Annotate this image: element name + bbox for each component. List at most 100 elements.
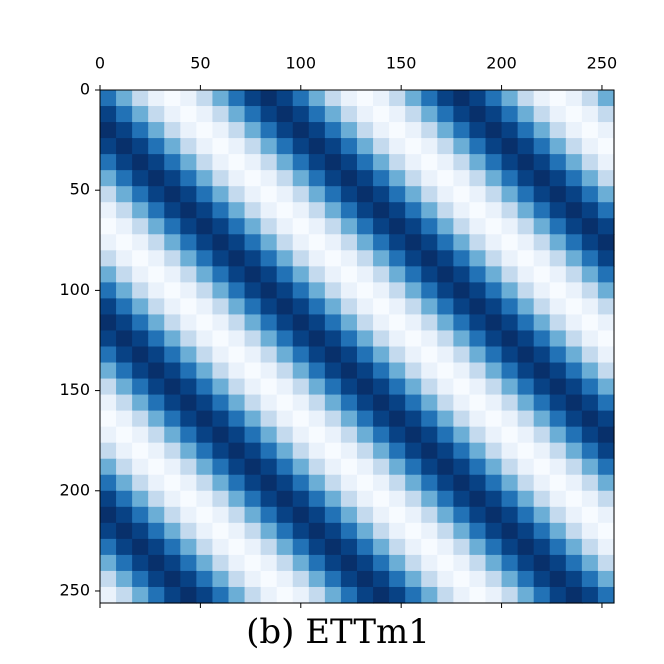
- heatmap-cell: [196, 106, 214, 123]
- heatmap-cell: [244, 442, 262, 460]
- heatmap-cell: [357, 330, 374, 348]
- heatmap-cell: [485, 442, 503, 460]
- heatmap-cell: [276, 410, 294, 428]
- heatmap-cell: [453, 474, 471, 492]
- heatmap-cell: [180, 490, 197, 508]
- heatmap-cell: [340, 458, 358, 476]
- heatmap-cell: [308, 442, 326, 460]
- heatmap-cell: [565, 522, 583, 540]
- heatmap-cell: [453, 506, 471, 524]
- heatmap-cell: [148, 234, 165, 251]
- heatmap-cell: [164, 538, 181, 556]
- heatmap-cell: [164, 490, 181, 508]
- heatmap-cell: [485, 458, 503, 476]
- heatmap-cell: [340, 394, 358, 412]
- heatmap-cell: [373, 410, 390, 428]
- heatmap-cell: [196, 362, 214, 380]
- heatmap-cell: [517, 570, 535, 588]
- heatmap-cell: [132, 202, 149, 219]
- heatmap-cell: [116, 154, 133, 171]
- heatmap-cell: [501, 554, 519, 572]
- heatmap-cell: [389, 154, 406, 171]
- heatmap-cell: [389, 250, 406, 267]
- heatmap-cell: [517, 586, 535, 604]
- heatmap-cell: [308, 378, 326, 396]
- heatmap-cell: [469, 474, 487, 492]
- heatmap-cell: [421, 570, 438, 588]
- heatmap-cell: [292, 202, 310, 219]
- heatmap-cell: [533, 410, 551, 428]
- heatmap-cell: [533, 250, 551, 267]
- heatmap-cell: [324, 234, 342, 251]
- heatmap-cell: [324, 442, 342, 460]
- heatmap-cell: [212, 330, 230, 348]
- heatmap-cell: [212, 522, 230, 540]
- heatmap-cell: [469, 218, 487, 235]
- heatmap-cell: [212, 122, 230, 139]
- heatmap-cell: [437, 554, 454, 572]
- heatmap-cell: [581, 426, 599, 444]
- heatmap-cell: [549, 234, 567, 251]
- heatmap-cell: [100, 458, 117, 476]
- heatmap-cell: [373, 234, 390, 251]
- heatmap-cell: [453, 154, 471, 171]
- heatmap-cell: [148, 458, 165, 476]
- heatmap-cell: [260, 234, 278, 251]
- heatmap-cell: [180, 138, 197, 155]
- heatmap-cell: [244, 554, 262, 572]
- heatmap-cell: [340, 218, 358, 235]
- heatmap-cell: [549, 90, 567, 107]
- heatmap-cell: [421, 410, 438, 428]
- heatmap-cell: [340, 154, 358, 171]
- heatmap-cell: [373, 346, 390, 364]
- heatmap-cell: [565, 490, 583, 508]
- heatmap-cell: [357, 394, 374, 412]
- heatmap-cell: [517, 490, 535, 508]
- heatmap-cell: [469, 506, 487, 524]
- heatmap-cell: [180, 122, 197, 139]
- heatmap-cell: [421, 138, 438, 155]
- heatmap-cell: [581, 362, 599, 380]
- heatmap-cell: [228, 234, 246, 251]
- heatmap-cell: [132, 458, 149, 476]
- heatmap-cell: [437, 362, 454, 380]
- heatmap-cell: [501, 282, 519, 300]
- x-tick-label: 150: [386, 54, 417, 73]
- heatmap-cell: [405, 522, 422, 540]
- heatmap-cell: [517, 538, 535, 556]
- heatmap-cell: [389, 234, 406, 251]
- heatmap-cell: [228, 346, 246, 364]
- heatmap-cell: [357, 586, 374, 604]
- heatmap-cell: [244, 506, 262, 524]
- heatmap-cell: [324, 474, 342, 492]
- heatmap-cell: [357, 298, 374, 316]
- heatmap-cell: [116, 490, 133, 508]
- heatmap-cell: [340, 202, 358, 219]
- heatmap-cell: [244, 346, 262, 364]
- heatmap-cell: [212, 90, 230, 107]
- heatmap-cell: [100, 90, 117, 107]
- heatmap-cell: [132, 378, 149, 396]
- heatmap-cell: [597, 506, 615, 524]
- heatmap-cell: [421, 378, 438, 396]
- heatmap-cell: [292, 234, 310, 251]
- heatmap-cell: [148, 170, 165, 187]
- heatmap-cell: [276, 138, 294, 155]
- heatmap-cell: [533, 538, 551, 556]
- heatmap-cell: [116, 586, 133, 604]
- heatmap-cell: [116, 394, 133, 412]
- heatmap-cell: [485, 234, 503, 251]
- heatmap-cell: [565, 202, 583, 219]
- heatmap-cell: [501, 394, 519, 412]
- heatmap-cell: [340, 90, 358, 107]
- heatmap-cell: [485, 90, 503, 107]
- heatmap-cell: [228, 490, 246, 508]
- heatmap-cell: [292, 554, 310, 572]
- heatmap-cell: [501, 442, 519, 460]
- heatmap-cell: [565, 106, 583, 123]
- heatmap-cell: [196, 250, 214, 267]
- heatmap-cell: [292, 106, 310, 123]
- heatmap-cell: [132, 426, 149, 444]
- heatmap-cell: [469, 442, 487, 460]
